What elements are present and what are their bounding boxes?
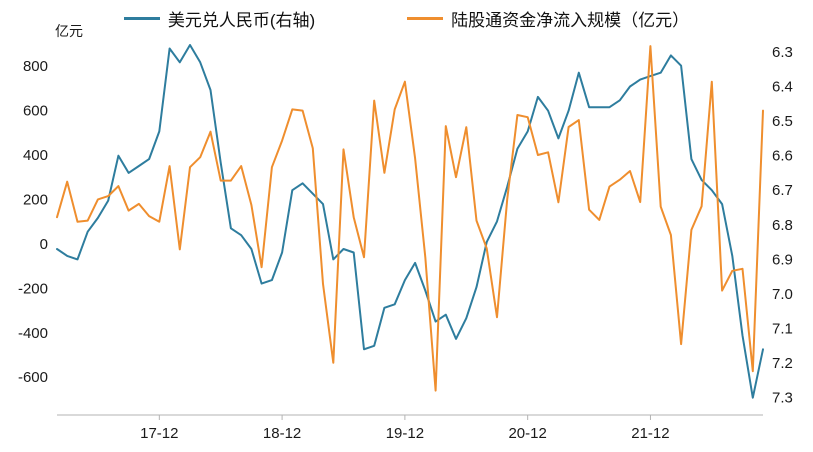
x-axis-tick-label: 20-12 [508, 425, 546, 442]
x-axis-tick-label: 21-12 [631, 425, 669, 442]
legend-item-usdcny: 美元兑人民币(右轴) [123, 6, 316, 31]
legend-label-usdcny: 美元兑人民币(右轴) [167, 11, 316, 30]
left-axis-tick-label: -200 [18, 280, 48, 297]
right-axis-tick-label: 6.7 [772, 182, 793, 199]
right-axis-tick-label: 7.2 [772, 355, 793, 372]
left-axis-tick-label: 400 [23, 147, 48, 164]
left-axis-tick-label: -600 [18, 369, 48, 386]
x-axis-tick-label: 17-12 [140, 425, 178, 442]
x-axis-tick-label: 18-12 [263, 425, 301, 442]
right-axis-tick-label: 6.8 [772, 217, 793, 234]
right-axis-tick-label: 6.3 [772, 44, 793, 61]
right-axis-tick-label: 7.3 [772, 390, 793, 407]
usdcny-line-swatch [123, 17, 160, 20]
northbound-inflow-line [56, 45, 764, 392]
left-axis-tick-label: 600 [23, 103, 48, 120]
usdcny-line [56, 44, 764, 399]
x-axis-tick-label: 19-12 [386, 425, 424, 442]
left-axis-tick-label: 0 [40, 236, 48, 253]
right-axis-tick-label: 6.6 [772, 148, 793, 165]
northbound-inflow-line-swatch [407, 17, 444, 20]
left-axis-tick-label: 800 [23, 58, 48, 75]
right-axis-tick-label: 6.4 [772, 78, 793, 95]
left-axis-unit-label: 亿元 [55, 23, 83, 39]
legend: 美元兑人民币(右轴) 陆股通资金净流入规模（亿元） [0, 6, 813, 31]
left-axis-tick-label: 200 [23, 191, 48, 208]
right-axis-tick-label: 6.9 [772, 251, 793, 268]
right-axis-tick-label: 7.1 [772, 321, 793, 338]
right-axis-tick-label: 7.0 [772, 286, 793, 303]
legend-item-northbound-inflow: 陆股通资金净流入规模（亿元） [407, 6, 689, 31]
legend-label-northbound-inflow: 陆股通资金净流入规模（亿元） [451, 11, 690, 30]
left-axis-tick-label: -400 [18, 325, 48, 342]
right-axis-tick-label: 6.5 [772, 113, 793, 130]
